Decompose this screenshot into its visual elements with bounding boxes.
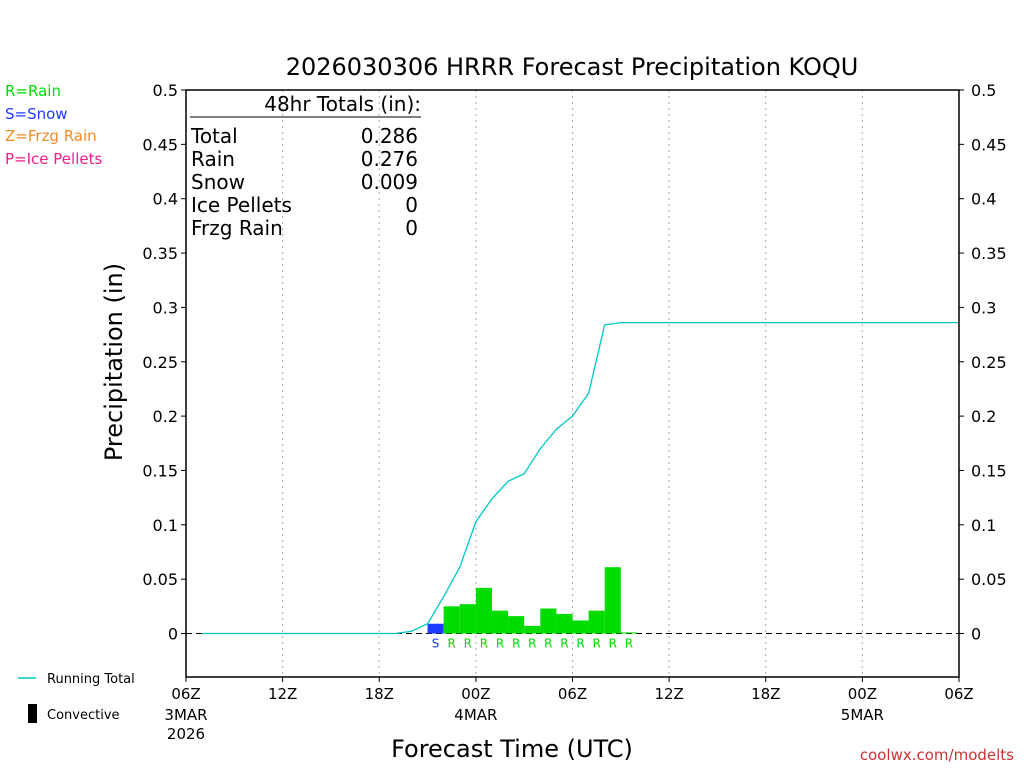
ptype-letter: R xyxy=(528,637,536,651)
y-tick-label-left: 0.35 xyxy=(142,244,178,263)
x-year-label: 2026 xyxy=(167,725,205,743)
ptype-letter: R xyxy=(448,637,456,651)
legend-frzg-rain: Z=Frzg Rain xyxy=(5,127,97,145)
ptype-letter: R xyxy=(609,637,617,651)
running-total-group xyxy=(202,321,959,635)
precip-bar xyxy=(556,613,573,634)
ptype-letter: R xyxy=(512,637,520,651)
x-axis-label: Forecast Time (UTC) xyxy=(391,735,633,763)
totals-row-value: 0.009 xyxy=(361,170,418,194)
precip-bar xyxy=(443,606,460,634)
legend-snow: S=Snow xyxy=(5,105,68,123)
convective-legend-swatch xyxy=(28,704,37,723)
legend-ice-pellets: P=Ice Pellets xyxy=(5,150,102,168)
axes-group: 0 00.05 0.050.1 0.10.15 0.150.2 0.20.25 0.250.… xyxy=(142,81,1006,743)
totals-row-value: 0.276 xyxy=(361,147,418,171)
precip-bar xyxy=(620,632,637,634)
y-tick-label-right: 0.3 xyxy=(971,298,996,317)
totals-rows: Total 0.286 Rain 0.276 Snow 0.009 Ice Pellets 0… xyxy=(190,124,418,240)
totals-row-label: Snow xyxy=(191,170,245,194)
legend-rain: R=Rain xyxy=(5,82,61,100)
x-date-label: 3MAR xyxy=(164,706,207,724)
y-tick-label-right: 0.2 xyxy=(971,407,996,426)
precip-bar xyxy=(475,587,492,634)
y-tick-label-right: 0 xyxy=(971,625,981,644)
y-tick-label-right: 0.35 xyxy=(971,244,1007,263)
x-tick-label: 06Z xyxy=(558,685,587,703)
y-axis-label: Precipitation (in) xyxy=(100,263,128,461)
precip-bar xyxy=(524,625,541,634)
totals-row-label: Rain xyxy=(191,147,235,171)
y-tick-label-left: 0.25 xyxy=(142,353,178,372)
precip-bar xyxy=(491,610,509,634)
ptype-letter: S xyxy=(432,637,440,651)
bottom-legend: Running Total Convective xyxy=(18,672,135,723)
totals-row-label: Frzg Rain xyxy=(191,216,283,240)
precip-bar xyxy=(427,623,444,634)
precip-bar xyxy=(572,620,589,634)
y-tick-label-left: 0.5 xyxy=(153,81,178,100)
ptype-letter: R xyxy=(480,637,488,651)
y-tick-label-left: 0.15 xyxy=(142,461,178,480)
totals-box: 48hr Totals (in): Total 0.286 Rain 0.276 Sno… xyxy=(190,92,421,240)
x-tick-label: 00Z xyxy=(848,685,877,703)
chart-title: 2026030306 HRRR Forecast Precipitation K… xyxy=(286,53,859,81)
x-tick-label: 06Z xyxy=(171,685,200,703)
y-tick-label-right: 0.25 xyxy=(971,353,1007,372)
y-tick-label-left: 0.05 xyxy=(142,570,178,589)
x-tick-label: 00Z xyxy=(461,685,490,703)
y-tick-label-left: 0.4 xyxy=(153,190,178,209)
y-tick-label-left: 0.3 xyxy=(153,298,178,317)
x-date-label: 4MAR xyxy=(454,706,497,724)
x-tick-label: 12Z xyxy=(268,685,297,703)
ptype-letter: R xyxy=(560,637,568,651)
precip-bar xyxy=(604,567,621,634)
grid-lines xyxy=(186,90,959,677)
y-tick-label-left: 0.2 xyxy=(153,407,178,426)
ptype-letter: R xyxy=(592,637,600,651)
y-tick-label-left: 0.1 xyxy=(153,516,178,535)
ptype-letter: R xyxy=(576,637,584,651)
totals-row-label: Ice Pellets xyxy=(191,193,292,217)
y-tick-label-left: 0.45 xyxy=(142,135,178,154)
convective-legend-label: Convective xyxy=(47,708,120,723)
totals-header: 48hr Totals (in): xyxy=(264,92,421,116)
y-tick-label-right: 0.45 xyxy=(971,135,1007,154)
x-tick-label: 06Z xyxy=(944,685,973,703)
y-tick-label-right: 0.05 xyxy=(971,570,1007,589)
running-total-legend-label: Running Total xyxy=(47,672,135,687)
ptype-legend: R=Rain S=Snow Z=Frzg Rain P=Ice Pellets xyxy=(5,82,102,168)
x-date-label: 5MAR xyxy=(841,706,884,724)
precip-bar xyxy=(588,610,605,634)
x-tick-label: 18Z xyxy=(365,685,394,703)
y-tick-label-left: 0 xyxy=(168,625,178,644)
ptype-letter: R xyxy=(625,637,633,651)
totals-row-value: 0 xyxy=(405,193,418,217)
precip-bar xyxy=(540,608,557,634)
ptype-letter: R xyxy=(544,637,552,651)
precip-bar xyxy=(459,604,476,634)
y-tick-label-right: 0.15 xyxy=(971,461,1007,480)
ptype-letter: R xyxy=(496,637,504,651)
totals-row-label: Total xyxy=(190,124,238,148)
x-tick-label: 12Z xyxy=(654,685,683,703)
totals-row-value: 0.286 xyxy=(361,124,418,148)
precip-bar xyxy=(508,616,525,634)
y-tick-label-right: 0.1 xyxy=(971,516,996,535)
running-total-line xyxy=(202,321,959,635)
y-tick-label-right: 0.4 xyxy=(971,190,996,209)
y-tick-label-right: 0.5 xyxy=(971,81,996,100)
x-tick-label: 18Z xyxy=(751,685,780,703)
totals-row-value: 0 xyxy=(405,216,418,240)
ptype-letter: R xyxy=(464,637,472,651)
watermark: coolwx.com/modelts xyxy=(860,746,1014,764)
